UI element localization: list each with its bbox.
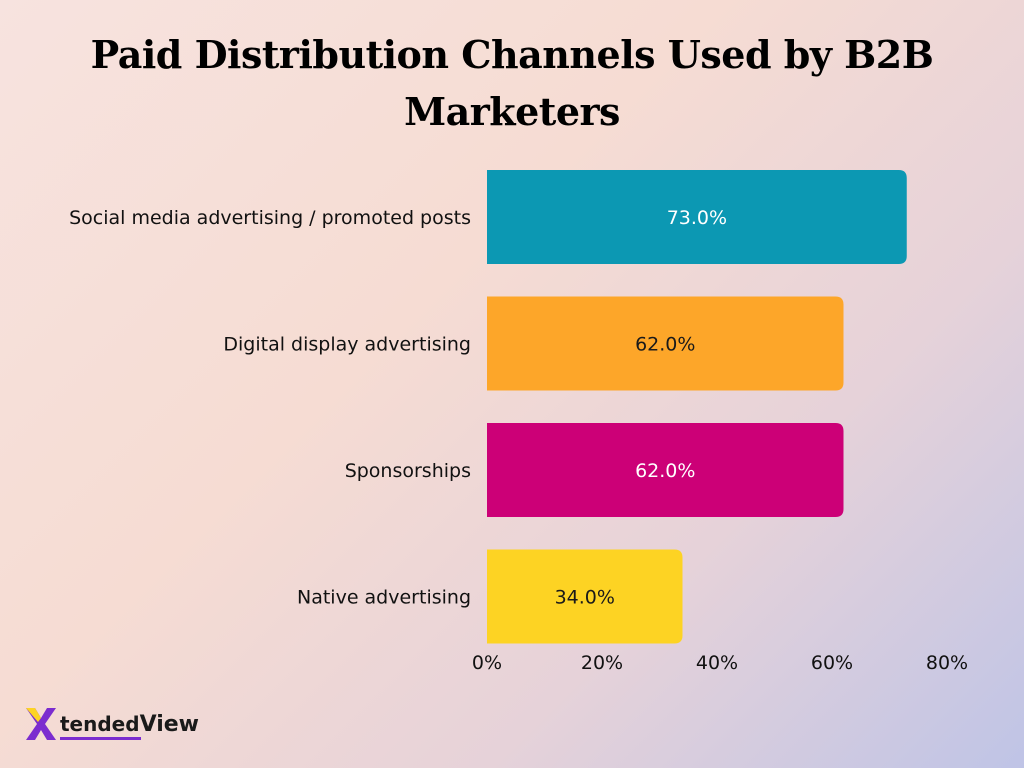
- category-label: Sponsorships: [345, 460, 471, 482]
- bars-group: Social media advertising / promoted post…: [69, 170, 907, 644]
- category-label: Digital display advertising: [223, 334, 471, 356]
- bar-0: [487, 170, 907, 264]
- value-label: 62.0%: [635, 460, 695, 482]
- value-label: 73.0%: [667, 207, 727, 229]
- brand-underline: [60, 736, 141, 740]
- bar-2: [487, 423, 844, 517]
- x-tick-label: 20%: [581, 652, 623, 674]
- x-tick-label: 60%: [811, 652, 853, 674]
- x-axis-ticks: 0% 20% 40% 60% 80%: [472, 652, 968, 674]
- bar-chart: Social media advertising / promoted post…: [69, 170, 968, 674]
- value-label: 62.0%: [635, 334, 695, 356]
- brand-part1: tended: [60, 711, 140, 736]
- bar-1: [487, 296, 844, 391]
- value-label: 34.0%: [555, 587, 615, 609]
- x-tick-label: 0%: [472, 652, 502, 674]
- brand-wordmark: tendedView: [60, 711, 199, 740]
- page-title: Paid Distribution Channels Used by B2B M…: [90, 32, 934, 134]
- x-tick-label: 40%: [696, 652, 738, 674]
- bar-3: [487, 549, 683, 644]
- brand-part2: View: [139, 711, 199, 737]
- category-label: Native advertising: [297, 587, 471, 609]
- x-logo-icon: [26, 708, 56, 740]
- brand-logo: tendedView: [24, 702, 199, 746]
- category-label: Social media advertising / promoted post…: [69, 207, 471, 229]
- x-tick-label: 80%: [926, 652, 968, 674]
